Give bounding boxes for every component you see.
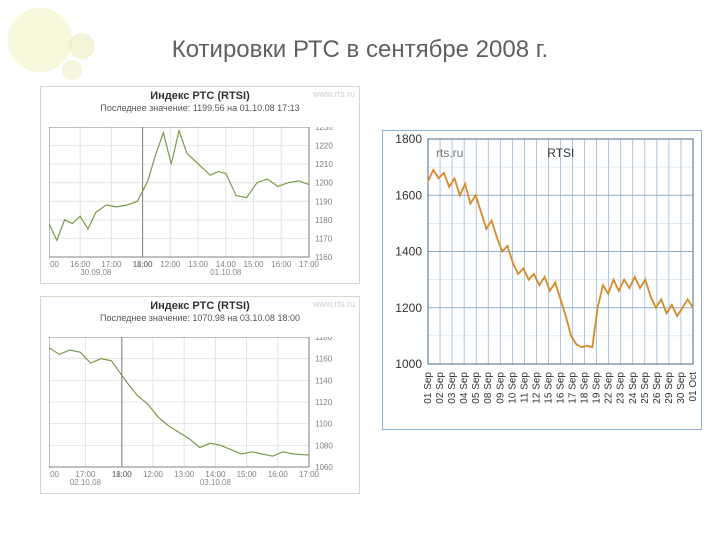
svg-text:26 Sep: 26 Sep bbox=[652, 372, 663, 404]
svg-text:1800: 1800 bbox=[395, 132, 422, 146]
svg-text:11 Sep: 11 Sep bbox=[519, 372, 530, 403]
svg-text:17 Sep: 17 Sep bbox=[568, 372, 579, 404]
chart-plot: 106010801100112011401160118016:0017:0018… bbox=[49, 337, 357, 485]
chart-monthly: 1000 1200 1400 1600 1800 01 Sep02 Sep03 Sep04… bbox=[382, 130, 702, 430]
svg-text:RTSI: RTSI bbox=[547, 146, 574, 160]
svg-text:rts.ru: rts.ru bbox=[436, 146, 463, 160]
svg-text:1180: 1180 bbox=[315, 337, 333, 342]
svg-text:09 Sep: 09 Sep bbox=[495, 372, 506, 404]
svg-text:10 Sep: 10 Sep bbox=[507, 372, 518, 404]
chart-plot: 1160117011801190120012101220123015:0016:… bbox=[49, 127, 357, 275]
chart-intraday-2: www.rts.ru Индекс РТС (RTSI) Последнее з… bbox=[40, 296, 360, 494]
svg-text:1200: 1200 bbox=[395, 301, 422, 315]
svg-text:19 Sep: 19 Sep bbox=[592, 372, 603, 404]
svg-text:08 Sep: 08 Sep bbox=[483, 372, 494, 404]
svg-text:1400: 1400 bbox=[395, 245, 422, 259]
watermark: www.rts.ru bbox=[313, 299, 355, 309]
svg-text:04 Sep: 04 Sep bbox=[459, 372, 470, 404]
svg-text:1140: 1140 bbox=[315, 376, 333, 385]
svg-text:01 Sep: 01 Sep bbox=[423, 372, 434, 404]
chart-title: Индекс РТС (RTSI) bbox=[41, 300, 359, 312]
svg-text:1200: 1200 bbox=[315, 179, 333, 188]
svg-text:29 Sep: 29 Sep bbox=[664, 372, 675, 404]
svg-text:25 Sep: 25 Sep bbox=[640, 372, 651, 404]
svg-text:23 Sep: 23 Sep bbox=[616, 372, 627, 404]
chart-subtitle: Последнее значение: 1199.56 на 01.10.08 … bbox=[41, 103, 359, 113]
slide-title: Котировки РТС в сентябре 2008 г. bbox=[0, 36, 720, 64]
svg-text:30 Sep: 30 Sep bbox=[676, 372, 687, 404]
chart-subtitle: Последнее значение: 1070.98 на 03.10.08 … bbox=[41, 313, 359, 323]
svg-text:24 Sep: 24 Sep bbox=[628, 372, 639, 404]
svg-text:1180: 1180 bbox=[315, 216, 333, 225]
svg-text:03 Sep: 03 Sep bbox=[447, 372, 458, 404]
chart-date-footer: 30.09.0801.10.08 bbox=[49, 268, 309, 277]
svg-text:18 Sep: 18 Sep bbox=[580, 372, 591, 404]
svg-text:1190: 1190 bbox=[315, 197, 333, 206]
svg-text:1120: 1120 bbox=[315, 398, 333, 407]
svg-text:1160: 1160 bbox=[315, 355, 333, 364]
svg-text:12 Sep: 12 Sep bbox=[531, 372, 542, 404]
chart-intraday-1: www.rts.ru Индекс РТС (RTSI) Последнее з… bbox=[40, 86, 360, 284]
svg-text:1000: 1000 bbox=[395, 357, 422, 371]
svg-text:05 Sep: 05 Sep bbox=[471, 372, 482, 404]
svg-text:22 Sep: 22 Sep bbox=[604, 372, 615, 404]
svg-text:02 Sep: 02 Sep bbox=[435, 372, 446, 404]
watermark: www.rts.ru bbox=[313, 89, 355, 99]
svg-text:1210: 1210 bbox=[315, 160, 333, 169]
svg-text:1230: 1230 bbox=[315, 127, 333, 132]
chart-plot: 1000 1200 1400 1600 1800 01 Sep02 Sep03 Sep04… bbox=[383, 131, 703, 431]
svg-text:1600: 1600 bbox=[395, 188, 422, 202]
svg-text:16 Sep: 16 Sep bbox=[556, 372, 567, 404]
svg-text:15 Sep: 15 Sep bbox=[543, 372, 554, 404]
svg-text:1170: 1170 bbox=[315, 234, 333, 243]
svg-text:1220: 1220 bbox=[315, 142, 333, 151]
svg-text:1100: 1100 bbox=[315, 420, 333, 429]
svg-text:1080: 1080 bbox=[315, 441, 333, 450]
svg-text:01 Oct: 01 Oct bbox=[688, 372, 699, 402]
chart-title: Индекс РТС (RTSI) bbox=[41, 90, 359, 102]
chart-date-footer: 02.10.0803.10.08 bbox=[49, 478, 309, 487]
